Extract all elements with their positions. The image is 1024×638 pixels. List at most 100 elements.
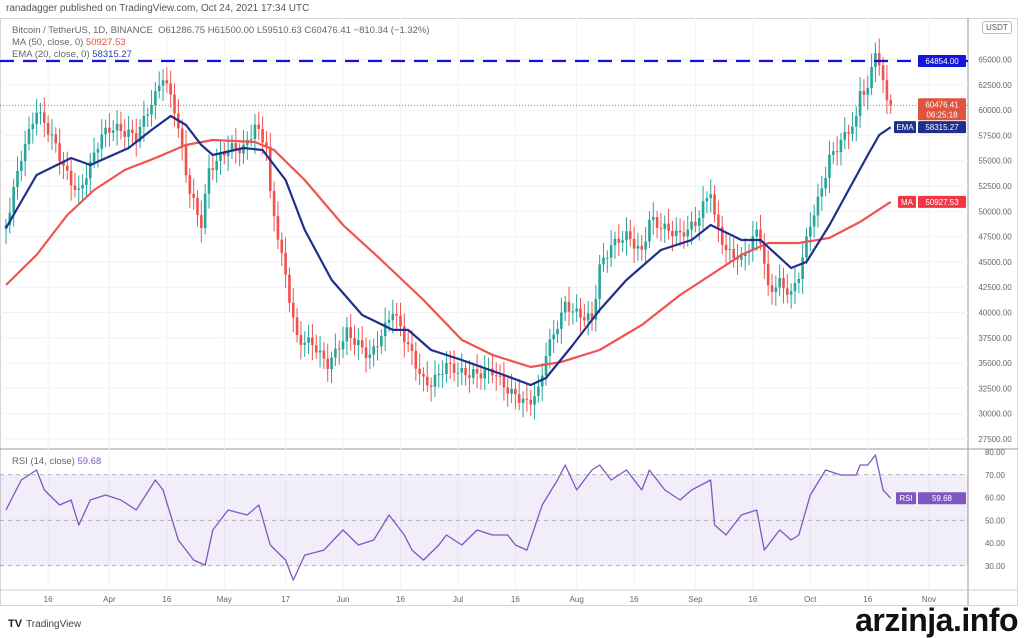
candle-body [609, 245, 613, 258]
candle-body [751, 236, 755, 251]
ma-name-tag-bg [898, 195, 916, 208]
candle-body [104, 127, 107, 135]
candle-body [418, 368, 421, 374]
candle-body [456, 372, 460, 374]
footer-brand: TradingView [26, 618, 82, 630]
price-tick-label: 60000.00 [978, 106, 1012, 115]
candle-body [131, 129, 134, 134]
rsi-line [5, 454, 892, 581]
candle-body [360, 340, 364, 348]
candle-body [150, 105, 153, 115]
rsi-tick-label: 60.00 [985, 494, 1006, 503]
candle-body [736, 258, 739, 260]
candle-body [843, 132, 847, 140]
candle-body [805, 236, 808, 258]
candle-body [713, 194, 716, 215]
ma-legend[interactable]: MA (50, close, 0) 50927.53 [12, 37, 126, 48]
rsi-legend[interactable]: RSI (14, close) 59.68 [12, 456, 101, 467]
candle-body [295, 317, 299, 336]
ema-price-tag-bg [918, 121, 966, 134]
candle-body [740, 256, 743, 260]
candle-body [648, 219, 651, 242]
candle-body [728, 249, 732, 251]
candle-body [249, 139, 253, 141]
candle-body [238, 149, 241, 154]
candle-body [632, 238, 636, 249]
candle-body [778, 278, 781, 288]
price-tick-label: 35000.00 [978, 359, 1012, 368]
candle-body [617, 238, 621, 243]
price-tick-label: 65000.00 [978, 56, 1012, 65]
candle-body [809, 226, 812, 237]
price-tick-label: 47500.00 [978, 233, 1012, 242]
candle-body [268, 146, 272, 191]
candle-body [885, 80, 889, 101]
candle-body [311, 337, 314, 346]
time-tick-label: Jul [453, 595, 463, 604]
candle-body [828, 154, 831, 179]
candle-body [368, 354, 372, 358]
candle-body [326, 358, 330, 370]
candle-body [866, 88, 870, 95]
candle-body [39, 112, 42, 114]
candle-body [644, 241, 647, 250]
currency-button[interactable]: USDT [982, 21, 1012, 34]
rsi-value-tag-bg [918, 492, 966, 505]
candle-body [372, 346, 375, 355]
candle-body [35, 112, 38, 125]
candle-body [659, 227, 663, 229]
candle-body [85, 178, 88, 185]
candle-body [797, 278, 801, 283]
candle-body [303, 342, 307, 345]
candle-body [483, 369, 487, 379]
price-tick-label: 52500.00 [978, 182, 1012, 191]
candle-body [445, 363, 448, 375]
candle-body [322, 350, 326, 359]
candle-body [196, 197, 199, 216]
price-tick-label: 37500.00 [978, 334, 1012, 343]
candle-body [12, 187, 15, 213]
candle-body [678, 230, 682, 233]
candle-body [380, 336, 383, 347]
candle-body [537, 386, 540, 397]
candle-body [284, 252, 287, 275]
candle-body [127, 129, 130, 137]
candle-body [403, 326, 406, 343]
candle-body [479, 373, 483, 379]
candle-body [184, 145, 188, 176]
candle-body [62, 161, 65, 166]
candle-body [215, 161, 218, 171]
candle-body [88, 161, 92, 179]
candle-body [265, 142, 268, 147]
candle-body [353, 338, 356, 346]
candle-body [299, 335, 303, 345]
candle-body [682, 232, 686, 237]
candle-body [663, 223, 667, 229]
candle-body [219, 152, 222, 162]
last-price-tag: 06:25:18 [926, 110, 958, 119]
time-tick-label: Jun [337, 595, 350, 604]
candle-body [437, 374, 441, 376]
candle-body [824, 178, 827, 189]
candle-body [586, 313, 590, 321]
ema20-line [5, 114, 892, 387]
ema-legend[interactable]: EMA (20, close, 0) 58315.27 [12, 49, 132, 60]
candle-body [720, 226, 724, 245]
candle-body [314, 345, 318, 353]
rsi-tick-label: 30.00 [985, 562, 1006, 571]
price-tick-label: 55000.00 [978, 157, 1012, 166]
candle-body [529, 399, 533, 405]
candle-body [552, 334, 555, 340]
candle-body [276, 216, 280, 240]
candle-body [92, 152, 96, 162]
candle-body [188, 175, 192, 194]
candle-body [598, 264, 601, 299]
candle-body [563, 301, 567, 313]
price-tick-label: 42500.00 [978, 283, 1012, 292]
candle-body [690, 221, 693, 230]
candle-body [471, 369, 475, 378]
ohlc-values: O61286.75 H61500.00 L59510.63 C60476.41 … [158, 25, 430, 36]
candle-body [69, 170, 73, 186]
candle-body [364, 347, 368, 358]
